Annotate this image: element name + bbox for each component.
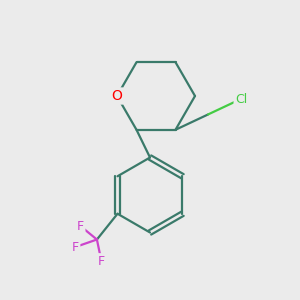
Text: Cl: Cl — [235, 93, 247, 106]
Text: F: F — [72, 241, 79, 254]
Text: F: F — [77, 220, 84, 232]
Text: F: F — [98, 255, 105, 268]
Text: O: O — [112, 89, 122, 103]
